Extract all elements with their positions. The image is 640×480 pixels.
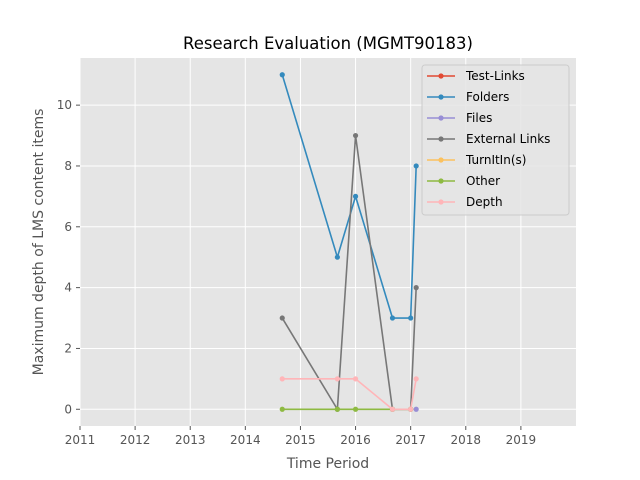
data-point [352,193,359,199]
x-tick-label: 2016 [340,433,371,447]
legend-label: Files [466,111,492,125]
series-line [282,378,417,411]
legend-marker [438,178,444,184]
legend-label: Test-Links [465,69,525,83]
data-point [413,285,419,291]
x-tick-label: 2018 [451,433,482,447]
series-folders [279,72,419,321]
legend: Test-Links Folders Files External Links Turn… [421,64,570,216]
legend-entry: External Links [427,132,550,146]
legend-label: Other [466,174,500,188]
chart-title: Research Evaluation (MGMT90183) [183,34,473,53]
data-point [389,406,396,412]
x-axis-label: Time Period [286,456,369,472]
legend-entry: Files [427,111,492,125]
y-axis-ticks: 0 2 4 6 8 10 [57,98,80,416]
y-axis-label: Maximum depth of LMS content items [31,109,47,376]
data-point [279,376,285,382]
x-tick-label: 2013 [175,433,206,447]
legend-entry: Folders [427,90,509,104]
legend-entry: Depth [427,195,503,209]
legend-marker [438,136,444,142]
legend-marker [438,73,444,79]
x-tick-label: 2012 [120,433,151,447]
data-point [408,406,414,412]
data-point [352,132,359,139]
legend-marker [438,157,444,163]
data-point [408,315,414,321]
x-tick-label: 2015 [285,433,316,447]
legend-box [421,64,570,216]
legend-marker [438,199,444,205]
x-tick-label: 2019 [506,433,537,447]
x-tick-label: 2014 [230,433,261,447]
data-point [389,315,396,321]
data-point [352,376,359,382]
series-depth [279,376,419,412]
legend-marker [438,94,444,100]
legend-label: External Links [466,132,550,146]
x-axis-ticks: 2011 2012 2013 2014 2015 2016 2017 2018 2019 [65,426,536,447]
series-line [281,74,417,319]
data-point [334,406,340,412]
x-tick-label: 2011 [65,433,96,447]
data-point [334,376,340,382]
data-point [413,376,419,382]
x-tick-label: 2017 [395,433,426,447]
y-tick-label: 8 [64,159,72,173]
data-point [279,315,285,321]
legend-marker [438,115,444,121]
series-line [281,134,417,411]
y-tick-label: 4 [64,281,72,295]
legend-entry: Other [427,174,500,188]
series-layer [279,72,419,412]
data-point [334,254,340,260]
legend-entry: TurnItIn(s) [427,153,526,167]
legend-label: Folders [466,90,509,104]
series-files [413,406,419,412]
data-point [413,163,419,169]
data-point [413,406,419,412]
data-point [279,406,285,412]
y-tick-label: 2 [64,341,72,355]
y-tick-label: 6 [64,220,72,234]
data-point [352,406,359,412]
legend-entry: Test-Links [427,69,525,83]
y-tick-label: 0 [64,402,72,416]
legend-label: Depth [466,195,503,209]
legend-label: TurnItIn(s) [465,153,526,167]
data-point [279,72,285,78]
y-tick-label: 10 [57,98,72,112]
